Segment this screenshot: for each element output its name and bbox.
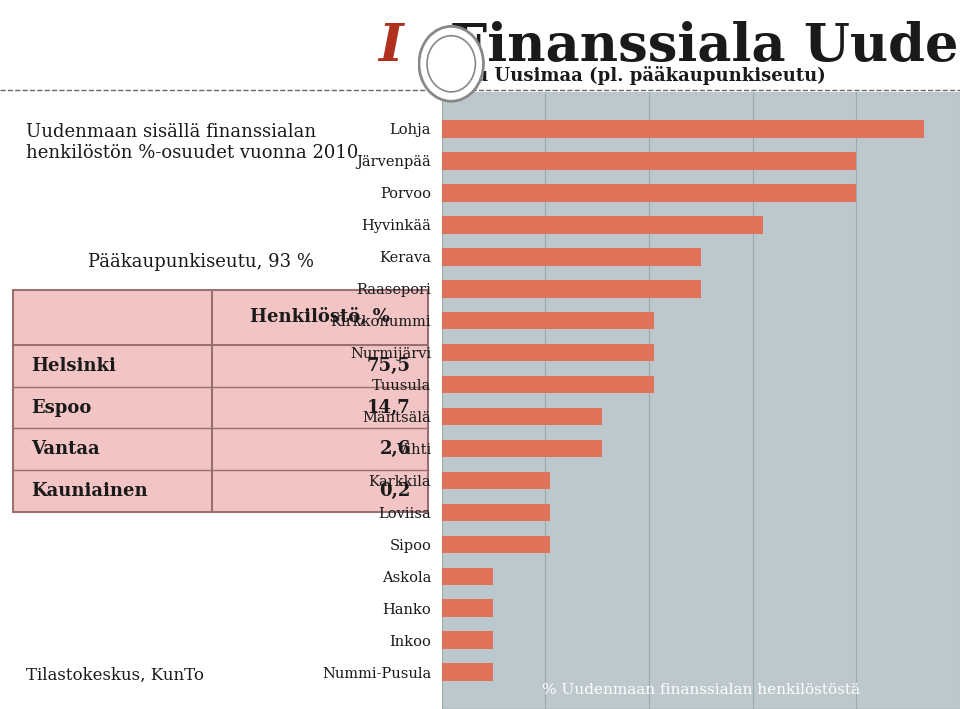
Text: Helsinki: Helsinki: [31, 357, 116, 375]
Bar: [442, 216, 763, 234]
Bar: [442, 503, 550, 521]
Text: Espoo: Espoo: [31, 398, 91, 416]
Text: Finanssiala Uudellamaalla: Finanssiala Uudellamaalla: [413, 21, 960, 72]
Bar: [442, 471, 550, 489]
Text: Tilastokeskus, KunTo: Tilastokeskus, KunTo: [27, 667, 204, 684]
Text: % Uudenmaan finanssialan henkilöstöstä: % Uudenmaan finanssialan henkilöstöstä: [541, 683, 860, 696]
Bar: [442, 344, 654, 362]
Text: Pääkaupunkiseutu, 93 %: Pääkaupunkiseutu, 93 %: [88, 252, 314, 271]
Bar: [442, 440, 602, 457]
Text: 75,5: 75,5: [367, 357, 411, 375]
Bar: [442, 535, 550, 553]
Text: Kauniainen: Kauniainen: [31, 482, 148, 500]
Bar: [442, 121, 924, 138]
Bar: [442, 280, 701, 298]
Bar: [442, 632, 493, 649]
Bar: [442, 408, 602, 425]
Text: Uudenmaan sisällä finanssialan
henkilöstön %-osuudet vuonna 2010: Uudenmaan sisällä finanssialan henkilöst…: [27, 123, 359, 162]
Bar: [442, 184, 856, 201]
Bar: [442, 152, 856, 169]
Bar: [442, 600, 493, 617]
Text: I: I: [378, 21, 403, 72]
Text: Muu Uusimaa (pl. pääkaupunkiseutu): Muu Uusimaa (pl. pääkaupunkiseutu): [442, 66, 826, 85]
Text: 0,2: 0,2: [379, 482, 411, 500]
Text: 2,6: 2,6: [379, 440, 411, 458]
Bar: [442, 664, 493, 681]
Text: Henkilöstö, %: Henkilöstö, %: [251, 308, 390, 326]
Bar: [442, 248, 701, 266]
Bar: [13, 289, 428, 512]
Bar: [442, 567, 493, 585]
Text: 14,7: 14,7: [367, 398, 411, 416]
Bar: [442, 376, 654, 393]
Circle shape: [419, 26, 484, 101]
Bar: [442, 312, 654, 330]
Text: Vantaa: Vantaa: [31, 440, 100, 458]
